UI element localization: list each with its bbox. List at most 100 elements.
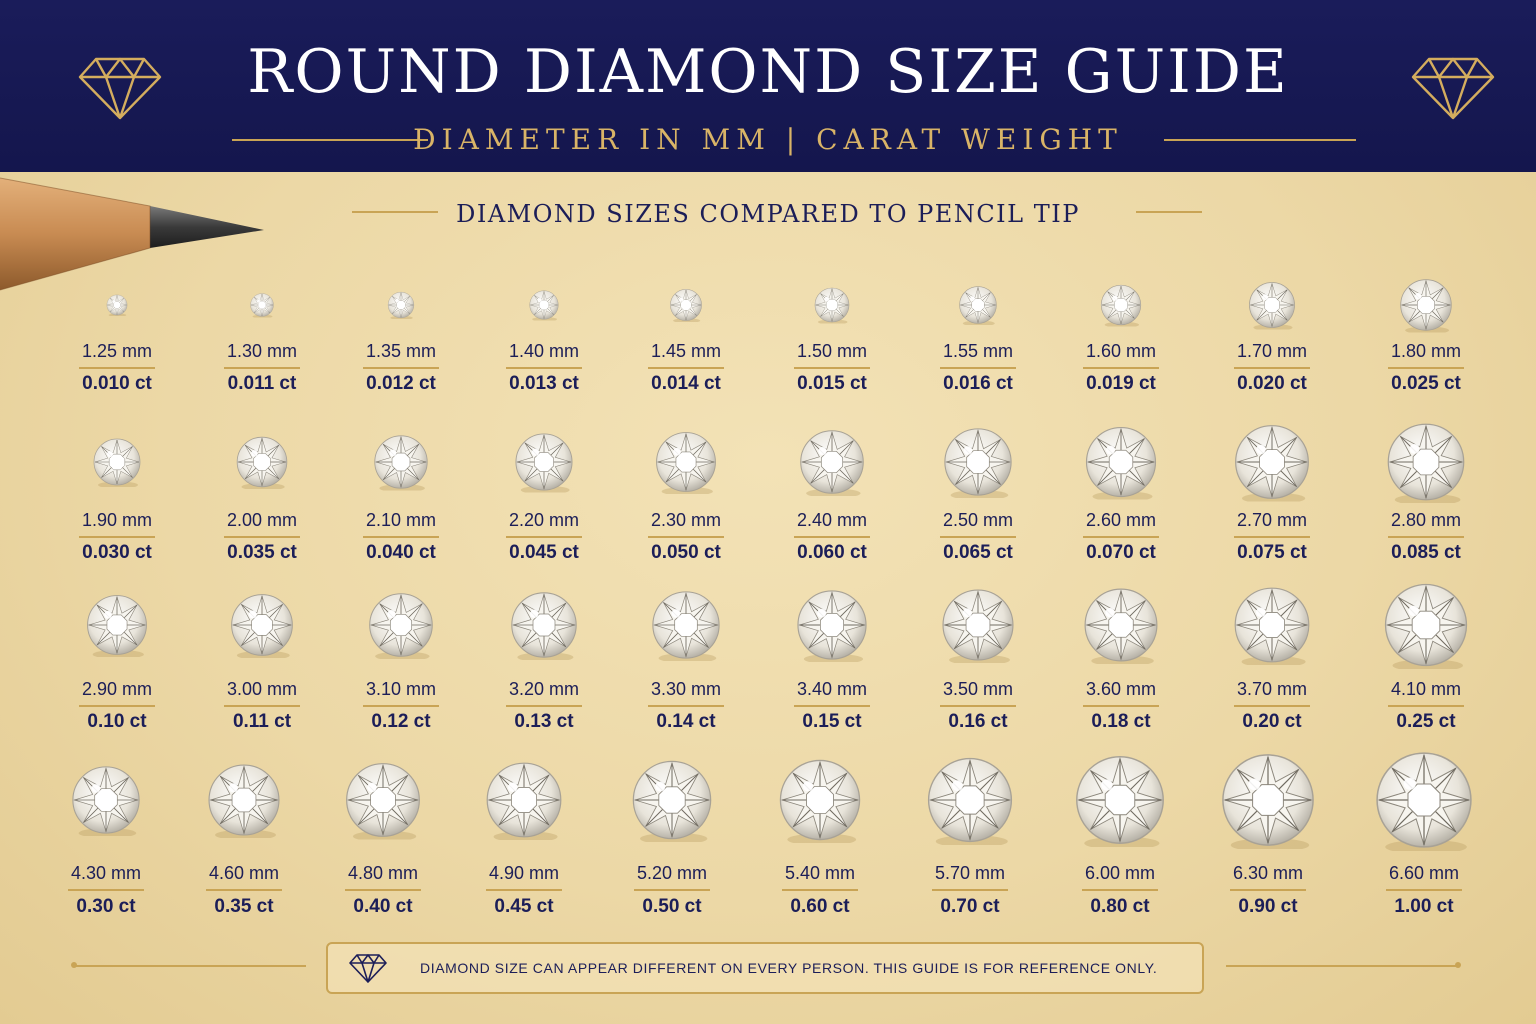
footer-rule-left	[71, 962, 306, 968]
diameter-label: 3.20 mm	[508, 679, 580, 699]
diamond-icon	[654, 430, 718, 494]
diameter-label: 4.10 mm	[1390, 679, 1462, 699]
label-divider	[648, 367, 724, 369]
label-divider	[363, 367, 439, 369]
diameter-label: 2.00 mm	[226, 510, 298, 530]
diamond-icon	[814, 287, 851, 324]
label-divider	[1388, 367, 1464, 369]
label-divider	[363, 536, 439, 538]
diameter-label: 2.80 mm	[1390, 510, 1462, 530]
label-divider	[1083, 367, 1159, 369]
label-divider	[932, 889, 1008, 891]
label-divider	[1230, 889, 1306, 891]
label-divider	[794, 536, 870, 538]
carat-label: 0.15 ct	[802, 711, 862, 732]
section-title: DIAMOND SIZES COMPARED TO PENCIL TIP	[456, 200, 1080, 228]
label-divider	[79, 536, 155, 538]
diamond-icon	[1385, 421, 1467, 503]
diamond-icon	[958, 285, 998, 325]
diamond-icon	[777, 757, 863, 843]
page-title: ROUND DIAMOND SIZE GUIDE	[247, 37, 1289, 107]
diamond-icon	[1248, 281, 1297, 330]
diamond-icon	[70, 764, 142, 836]
page-subtitle: DIAMETER IN MM | CARAT WEIGHT	[413, 123, 1123, 156]
label-divider	[363, 705, 439, 707]
carat-label: 0.60 ct	[790, 896, 850, 917]
label-divider	[486, 889, 562, 891]
carat-label: 1.00 ct	[1394, 896, 1454, 917]
diameter-label: 3.70 mm	[1236, 679, 1308, 699]
carat-label: 0.065 ct	[943, 542, 1013, 563]
label-divider	[506, 367, 582, 369]
carat-label: 0.18 ct	[1091, 711, 1151, 732]
carat-label: 0.16 ct	[948, 711, 1008, 732]
label-divider	[1388, 705, 1464, 707]
label-divider	[648, 705, 724, 707]
diameter-label: 1.60 mm	[1085, 341, 1157, 361]
carat-label: 0.085 ct	[1391, 542, 1461, 563]
diameter-label: 4.60 mm	[208, 863, 280, 883]
carat-label: 0.010 ct	[82, 373, 152, 394]
diamond-icon	[940, 587, 1016, 663]
diamond-icon	[106, 294, 128, 316]
diameter-label: 2.90 mm	[81, 679, 153, 699]
disclaimer-box: DIAMOND SIZE CAN APPEAR DIFFERENT ON EVE…	[326, 942, 1204, 994]
header-banner: ROUND DIAMOND SIZE GUIDE DIAMETER IN MM …	[0, 0, 1536, 172]
diamond-icon	[367, 591, 435, 659]
label-divider	[224, 367, 300, 369]
diameter-label: 2.50 mm	[942, 510, 1014, 530]
carat-label: 0.20 ct	[1242, 711, 1302, 732]
diamond-icon	[1373, 749, 1475, 851]
carat-label: 0.045 ct	[509, 542, 579, 563]
diamond-icon	[942, 426, 1014, 498]
diameter-label: 3.50 mm	[942, 679, 1014, 699]
diamond-icon	[1082, 586, 1160, 664]
carat-label: 0.25 ct	[1396, 711, 1456, 732]
carat-label: 0.011 ct	[227, 373, 297, 394]
label-divider	[794, 705, 870, 707]
label-divider	[206, 889, 282, 891]
footer-rule-right	[1226, 962, 1461, 968]
subtitle-rule-right	[1164, 139, 1356, 141]
diameter-label: 2.20 mm	[508, 510, 580, 530]
carat-label: 0.13 ct	[514, 711, 574, 732]
diamond-icon	[1233, 423, 1312, 502]
carat-label: 0.11 ct	[232, 711, 292, 732]
diamond-icon	[1084, 425, 1159, 500]
label-divider	[345, 889, 421, 891]
diamond-icon	[1232, 585, 1312, 665]
diameter-label: 3.10 mm	[365, 679, 437, 699]
label-divider	[782, 889, 858, 891]
diamond-icon	[529, 290, 560, 321]
pencil-icon	[0, 177, 264, 291]
diameter-label: 6.00 mm	[1084, 863, 1156, 883]
carat-label: 0.030 ct	[82, 542, 152, 563]
carat-label: 0.035 ct	[227, 542, 297, 563]
diameter-label: 3.30 mm	[650, 679, 722, 699]
diamond-icon	[92, 437, 142, 487]
diamond-icon	[484, 760, 564, 840]
diamond-icon	[669, 288, 703, 322]
section-rule-left	[352, 211, 438, 213]
section-rule-right	[1136, 211, 1202, 213]
carat-label: 0.30 ct	[76, 896, 136, 917]
carat-label: 0.050 ct	[651, 542, 721, 563]
diameter-label: 4.80 mm	[347, 863, 419, 883]
carat-label: 0.80 ct	[1090, 896, 1150, 917]
label-divider	[1388, 536, 1464, 538]
carat-label: 0.35 ct	[214, 896, 274, 917]
diameter-label: 1.50 mm	[796, 341, 868, 361]
diameter-label: 3.40 mm	[796, 679, 868, 699]
diamond-icon	[85, 593, 149, 657]
label-divider	[224, 536, 300, 538]
carat-label: 0.020 ct	[1237, 373, 1307, 394]
diamond-icon	[798, 428, 866, 496]
diameter-label: 2.10 mm	[365, 510, 437, 530]
label-divider	[224, 705, 300, 707]
label-divider	[506, 536, 582, 538]
diamond-icon	[1399, 278, 1454, 333]
diameter-label: 1.35 mm	[365, 341, 437, 361]
carat-label: 0.14 ct	[656, 711, 716, 732]
diamond-icon	[1219, 751, 1317, 849]
diameter-label: 1.25 mm	[81, 341, 153, 361]
